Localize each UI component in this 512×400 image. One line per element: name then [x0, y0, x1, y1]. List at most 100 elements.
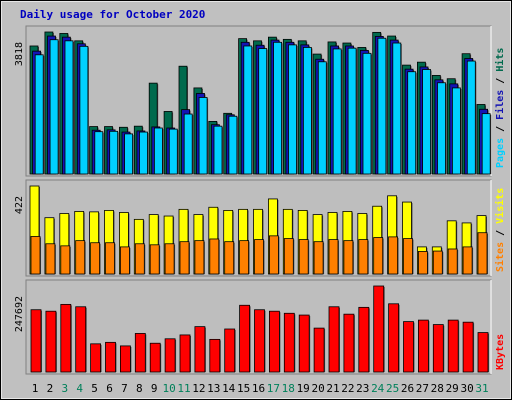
bar-sites-day-26: [403, 238, 413, 275]
bar-kbytes-day-4: [75, 306, 87, 373]
bar-pages-day-25: [392, 42, 402, 175]
day-label-18: 18: [282, 382, 295, 395]
legend-top: Pages / Files / Hits: [494, 48, 506, 168]
bar-pages-day-8: [139, 131, 148, 175]
bar-sites-day-18: [283, 238, 294, 275]
bar-sites-day-31: [477, 232, 488, 275]
day-label-26: 26: [401, 382, 414, 395]
bar-sites-day-25: [388, 236, 399, 275]
panel-top-y-tick: 3818: [14, 42, 25, 66]
day-label-23: 23: [356, 382, 369, 395]
bar-pages-day-5: [94, 131, 104, 175]
bar-sites-day-23: [358, 239, 369, 275]
bar-sites-day-4: [75, 240, 86, 275]
bar-sites-day-12: [194, 240, 205, 275]
chart-title: Daily usage for October 2020: [20, 8, 206, 21]
bar-kbytes-day-10: [164, 338, 176, 373]
bar-kbytes-day-11: [179, 334, 191, 373]
bar-pages-day-16: [258, 48, 268, 175]
day-label-5: 5: [91, 382, 98, 395]
legend-hits: Hits: [494, 48, 506, 72]
bar-pages-day-24: [377, 37, 387, 175]
bar-kbytes-day-25: [388, 303, 400, 373]
day-label-4: 4: [76, 382, 83, 395]
bar-sites-day-2: [45, 243, 56, 275]
bar-kbytes-day-1: [30, 309, 42, 373]
day-label-27: 27: [416, 382, 429, 395]
bar-pages-day-13: [213, 125, 223, 175]
bar-pages-day-3: [64, 40, 74, 175]
bar-kbytes-day-8: [134, 333, 146, 373]
bar-kbytes-day-28: [432, 324, 444, 373]
legend-visits: Visits: [494, 188, 506, 224]
legend-pages: Pages: [495, 138, 506, 168]
bar-sites-day-28: [432, 250, 443, 275]
day-label-22: 22: [341, 382, 354, 395]
day-label-3: 3: [61, 382, 68, 395]
bar-kbytes-day-21: [328, 306, 340, 373]
bar-kbytes-day-29: [447, 319, 459, 373]
bar-kbytes-day-23: [358, 306, 370, 373]
day-label-1: 1: [32, 382, 39, 395]
day-label-6: 6: [106, 382, 113, 395]
day-label-13: 13: [207, 382, 220, 395]
bar-kbytes-day-13: [209, 338, 221, 373]
bar-sites-day-8: [134, 243, 145, 275]
day-label-2: 2: [47, 382, 54, 395]
bar-pages-day-29: [451, 87, 461, 175]
bar-kbytes-day-24: [373, 285, 385, 373]
bar-kbytes-day-22: [343, 313, 355, 373]
bar-sites-day-6: [105, 242, 115, 275]
bar-pages-day-28: [437, 82, 446, 175]
bar-kbytes-day-17: [268, 310, 280, 373]
bar-sites-day-17: [268, 235, 279, 275]
bar-sites-day-13: [209, 238, 220, 275]
bar-pages-day-18: [288, 44, 297, 175]
bar-sites-day-20: [313, 241, 324, 275]
bar-sites-day-7: [120, 246, 130, 275]
bar-pages-day-30: [466, 60, 476, 175]
bar-kbytes-day-6: [105, 341, 116, 373]
bar-pages-day-11: [183, 113, 193, 175]
bar-sites-day-15: [239, 240, 250, 275]
bar-sites-day-30: [462, 246, 473, 275]
bar-pages-day-15: [243, 45, 253, 175]
legend-kbytes: KBytes: [495, 334, 506, 370]
bar-kbytes-day-15: [239, 304, 251, 373]
bar-sites-day-24: [373, 237, 384, 275]
bar-kbytes-day-19: [298, 314, 310, 373]
bar-kbytes-day-7: [120, 345, 131, 373]
day-label-11: 11: [177, 382, 190, 395]
bar-pages-day-21: [332, 48, 342, 175]
bar-pages-day-14: [228, 115, 238, 175]
bar-sites-day-22: [343, 240, 354, 275]
bar-pages-day-10: [168, 128, 178, 175]
bar-sites-day-16: [254, 239, 264, 275]
day-label-21: 21: [326, 382, 339, 395]
bar-sites-day-5: [90, 242, 100, 275]
bar-kbytes-day-20: [313, 327, 325, 373]
day-label-30: 30: [460, 382, 473, 395]
bar-kbytes-day-16: [254, 309, 265, 373]
bar-kbytes-day-9: [149, 342, 161, 373]
bar-pages-day-26: [407, 71, 417, 175]
bar-pages-day-23: [362, 52, 372, 175]
bar-kbytes-day-26: [403, 321, 414, 373]
bar-pages-day-22: [347, 47, 357, 175]
bar-sites-day-9: [149, 244, 160, 275]
bar-sites-day-10: [164, 243, 175, 275]
legend-files: Files: [494, 90, 506, 120]
bar-pages-day-19: [302, 47, 312, 175]
bar-pages-day-17: [273, 41, 283, 175]
day-label-9: 9: [151, 382, 158, 395]
bar-pages-day-12: [198, 97, 208, 175]
bar-sites-day-1: [30, 236, 41, 275]
day-label-16: 16: [252, 382, 265, 395]
bar-pages-day-7: [124, 133, 133, 175]
bar-kbytes-day-2: [45, 310, 57, 373]
bar-pages-day-6: [109, 130, 119, 175]
bar-sites-day-27: [417, 251, 428, 275]
day-label-7: 7: [121, 382, 128, 395]
